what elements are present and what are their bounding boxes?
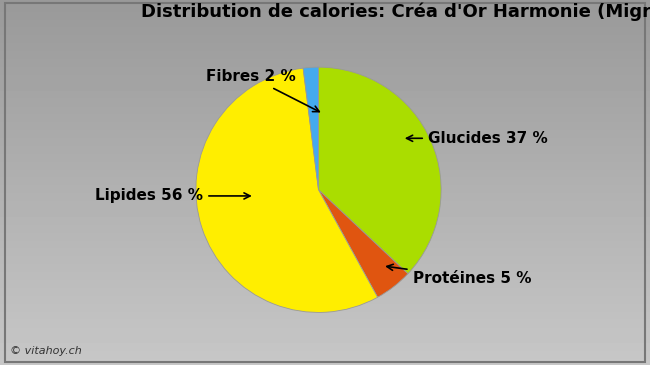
Text: Glucides 37 %: Glucides 37 %: [406, 131, 547, 146]
Wedge shape: [318, 67, 441, 274]
Wedge shape: [303, 67, 318, 190]
Text: Distribution de calories: Créa d'Or Harmonie (Migros): Distribution de calories: Créa d'Or Harm…: [140, 3, 650, 21]
Text: © vitahoy.ch: © vitahoy.ch: [10, 346, 81, 356]
Text: Protéines 5 %: Protéines 5 %: [387, 264, 531, 285]
Wedge shape: [318, 190, 408, 297]
Text: Fibres 2 %: Fibres 2 %: [206, 69, 319, 112]
Wedge shape: [196, 68, 378, 312]
Text: Lipides 56 %: Lipides 56 %: [96, 188, 250, 203]
